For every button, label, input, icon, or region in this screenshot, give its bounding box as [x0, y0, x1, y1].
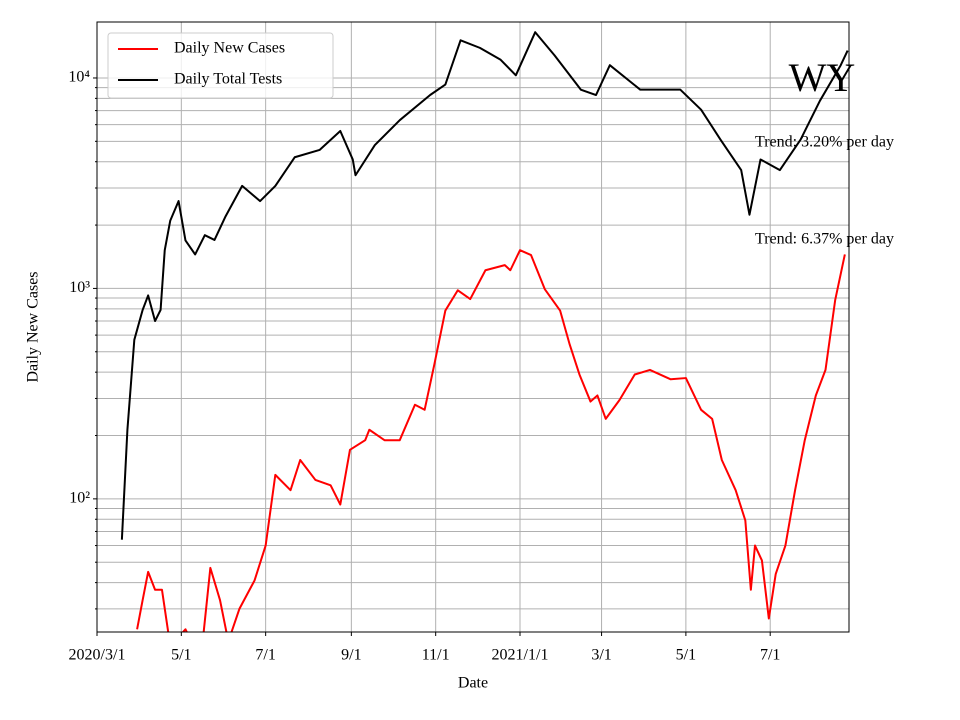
annotation: Trend: 6.37% per day	[755, 231, 894, 248]
legend-label: Daily New Cases	[174, 40, 285, 57]
x-tick-label: 11/1	[422, 647, 450, 664]
y-tick-label: 10³	[69, 279, 90, 296]
y-axis-label: Daily New Cases	[25, 271, 42, 382]
x-tick-label: 5/1	[676, 647, 696, 664]
x-tick-label: 3/1	[591, 647, 611, 664]
y-tick-label: 10²	[69, 490, 90, 507]
plot-lines	[120, 31, 849, 632]
x-axis-label: Date	[458, 675, 488, 692]
x-tick-label: 5/1	[171, 647, 191, 664]
x-tick-label: 2021/1/1	[492, 647, 549, 664]
x-tick-label: 9/1	[341, 647, 361, 664]
x-tick-label: 2020/3/1	[69, 647, 126, 664]
y-tick-label: 10⁴	[68, 69, 90, 86]
x-tick-label: 7/1	[760, 647, 780, 664]
legend-label: Daily Total Tests	[174, 71, 282, 88]
x-tick-label: 7/1	[255, 647, 275, 664]
series-line	[120, 31, 849, 540]
annotation: Trend: 3.20% per day	[755, 134, 894, 151]
legend-box	[107, 32, 334, 99]
plot-frame	[96, 21, 850, 633]
series-line	[136, 249, 846, 632]
watermark: WY	[789, 55, 856, 100]
legend: Daily New Cases Daily Total Tests	[107, 32, 334, 99]
